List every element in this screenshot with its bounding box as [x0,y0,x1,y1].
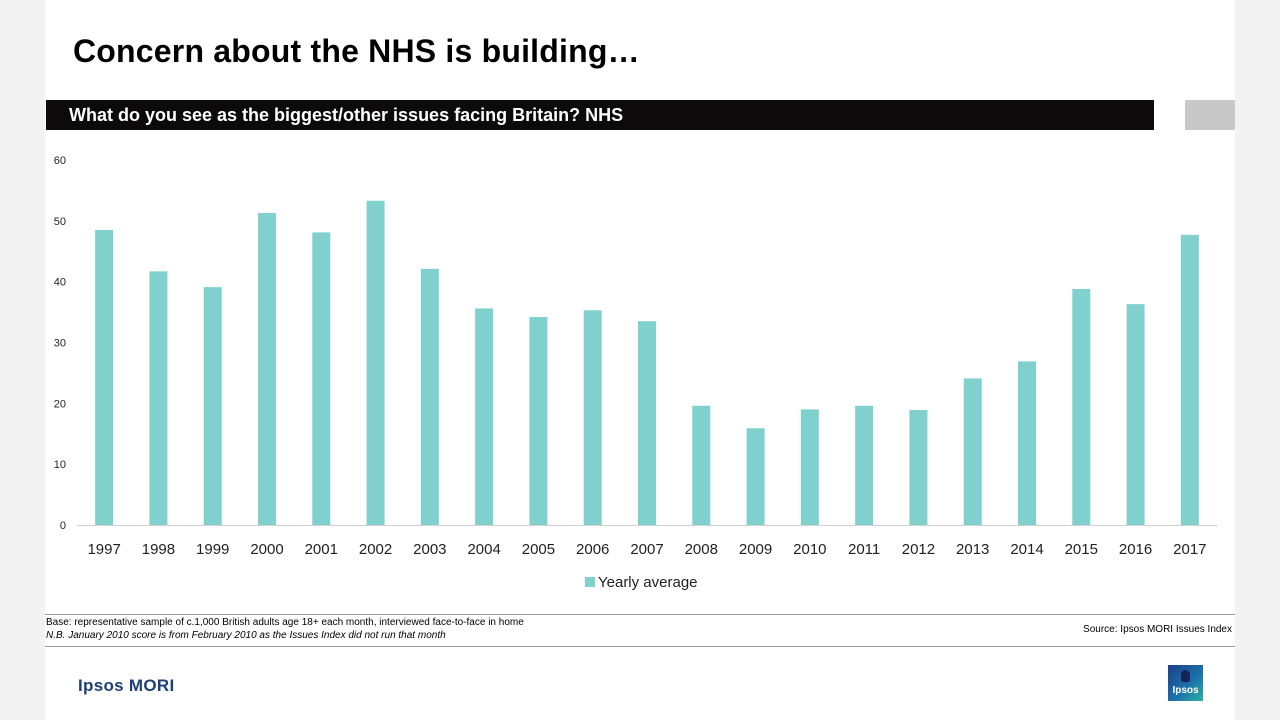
x-tick-label: 2000 [250,541,283,558]
y-tick-label: 50 [54,216,66,228]
x-tick-label: 2003 [413,541,446,558]
nb-note: N.B. January 2010 score is from February… [46,630,446,641]
base-note: Base: representative sample of c.1,000 B… [46,617,524,628]
bar-2006 [583,310,602,525]
x-tick-label: 2004 [467,541,500,558]
bar-2013 [963,378,982,525]
bar-2010 [800,409,819,525]
bar-2009 [746,428,765,525]
x-tick-label: 2015 [1065,541,1098,558]
source-note: Source: Ipsos MORI Issues Index [1083,624,1232,635]
x-tick-label: 2014 [1010,541,1043,558]
y-tick-label: 40 [54,277,66,289]
bar-2016 [1126,304,1145,525]
legend-swatch [585,577,595,587]
x-tick-label: 2001 [305,541,338,558]
x-tick-label: 1997 [87,541,120,558]
footer-divider-bottom [45,646,1235,647]
x-tick-label: 2012 [902,541,935,558]
bar-1997 [95,229,114,526]
bar-chart: 0 10 20 30 40 50 60 1997 1998 1999 2000 2001 2002 200… [54,155,1217,591]
x-tick-label: 2007 [630,541,663,558]
bar-2011 [855,405,874,525]
bar-2003 [420,268,439,525]
question-banner: What do you see as the biggest/other iss… [46,100,1154,130]
x-tick-label: 2009 [739,541,772,558]
bar-2001 [312,232,331,525]
y-tick-label: 20 [54,398,66,410]
y-tick-label: 10 [54,459,66,471]
bar-2004 [475,308,494,525]
x-tick-label: 2016 [1119,541,1152,558]
x-tick-label: 2006 [576,541,609,558]
bar-2015 [1072,288,1091,525]
x-tick-label: 1998 [142,541,175,558]
x-tick-label: 2005 [522,541,555,558]
bar-2000 [258,212,276,526]
question-text: What do you see as the biggest/other iss… [69,105,624,125]
bar-1999 [203,287,222,525]
logo-text: Ipsos [1172,685,1199,696]
bar-2017 [1180,234,1199,525]
x-tick-label: 1999 [196,541,229,558]
brand-name: Ipsos MORI [78,676,175,695]
logo-mark-icon [1181,670,1190,682]
bar-2014 [1018,361,1036,525]
grey-tab-decoration [1185,100,1235,130]
footer-divider-top [45,614,1235,615]
x-tick-label: 2010 [793,541,826,558]
legend-label: Yearly average [598,574,698,591]
y-tick-label: 0 [60,520,66,532]
ipsos-logo: Ipsos [1168,665,1203,701]
bar-2002 [366,200,385,525]
bar-2005 [529,316,548,525]
x-tick-label: 2002 [359,541,392,558]
x-tick-label: 2013 [956,541,989,558]
bar-2012 [909,410,928,525]
slide-title: Concern about the NHS is building… [73,33,640,69]
bar-1998 [149,271,168,525]
x-tick-label: 2011 [848,541,880,558]
y-tick-label: 60 [54,155,66,167]
x-tick-label: 2008 [685,541,718,558]
bar-2007 [638,321,656,525]
y-tick-label: 30 [54,338,66,350]
x-tick-label: 2017 [1173,541,1206,558]
slide: Concern about the NHS is building… What … [45,0,1235,720]
bar-2008 [692,405,711,525]
